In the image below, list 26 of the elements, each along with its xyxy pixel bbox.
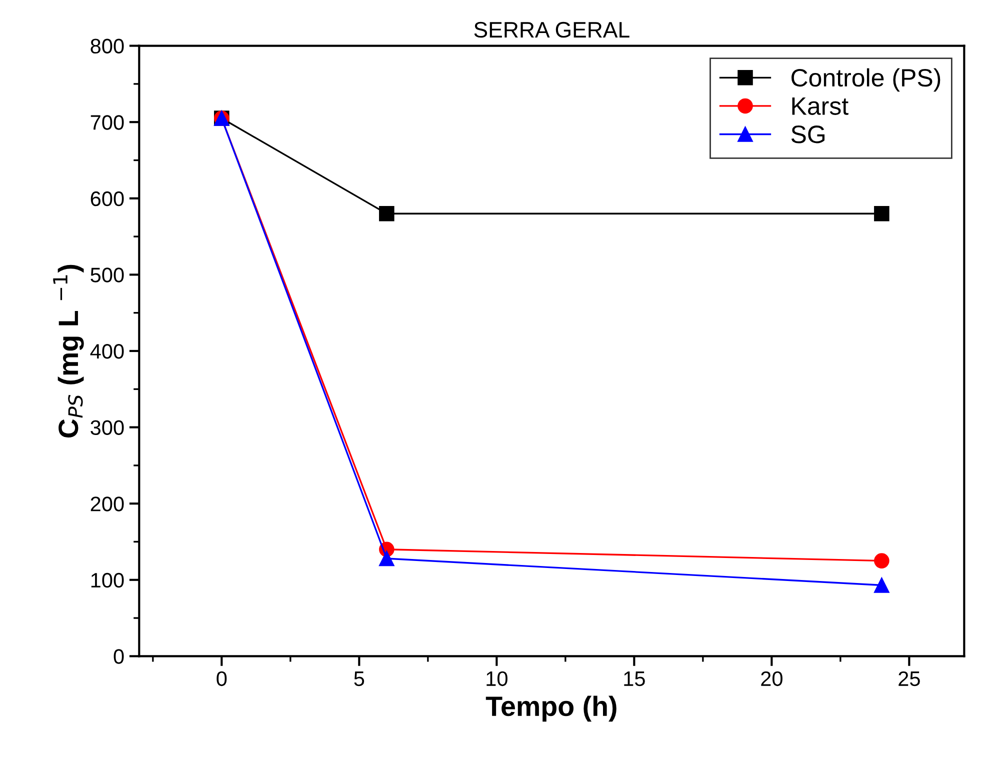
x-axis-title: Tempo (h) (486, 696, 616, 722)
legend-label: Karst (792, 98, 848, 115)
x-tick-label: 5 (354, 672, 364, 686)
y-tick-label: 600 (90, 191, 124, 206)
y-tick-label: 200 (90, 496, 124, 512)
legend-label: SG (791, 126, 824, 144)
legend-label: Controle (PS) (792, 68, 940, 92)
point (874, 553, 890, 568)
x-tick-label: 15 (624, 672, 645, 686)
y-tick-label: 100 (91, 572, 124, 588)
x-tick-label: 0 (216, 671, 227, 686)
y-tick-label: 700 (90, 115, 124, 130)
y-tick-label: 0 (114, 649, 124, 664)
y-tick-label: 300 (90, 420, 124, 436)
point (874, 206, 890, 222)
point (379, 550, 394, 566)
point (874, 578, 890, 593)
y-axis-title: C$_{PS}$ (mg L $^{−1}$) (53, 264, 84, 438)
x-tick-label: 25 (898, 671, 920, 686)
y-tick-label: 800 (90, 38, 124, 54)
y-tick-label: 500 (90, 268, 124, 282)
point (379, 206, 394, 222)
x-tick-label: 10 (486, 671, 508, 686)
y-tick-label: 400 (90, 344, 124, 359)
chart-title: SERRA GERAL (474, 22, 630, 38)
x-tick-label: 20 (761, 671, 782, 686)
